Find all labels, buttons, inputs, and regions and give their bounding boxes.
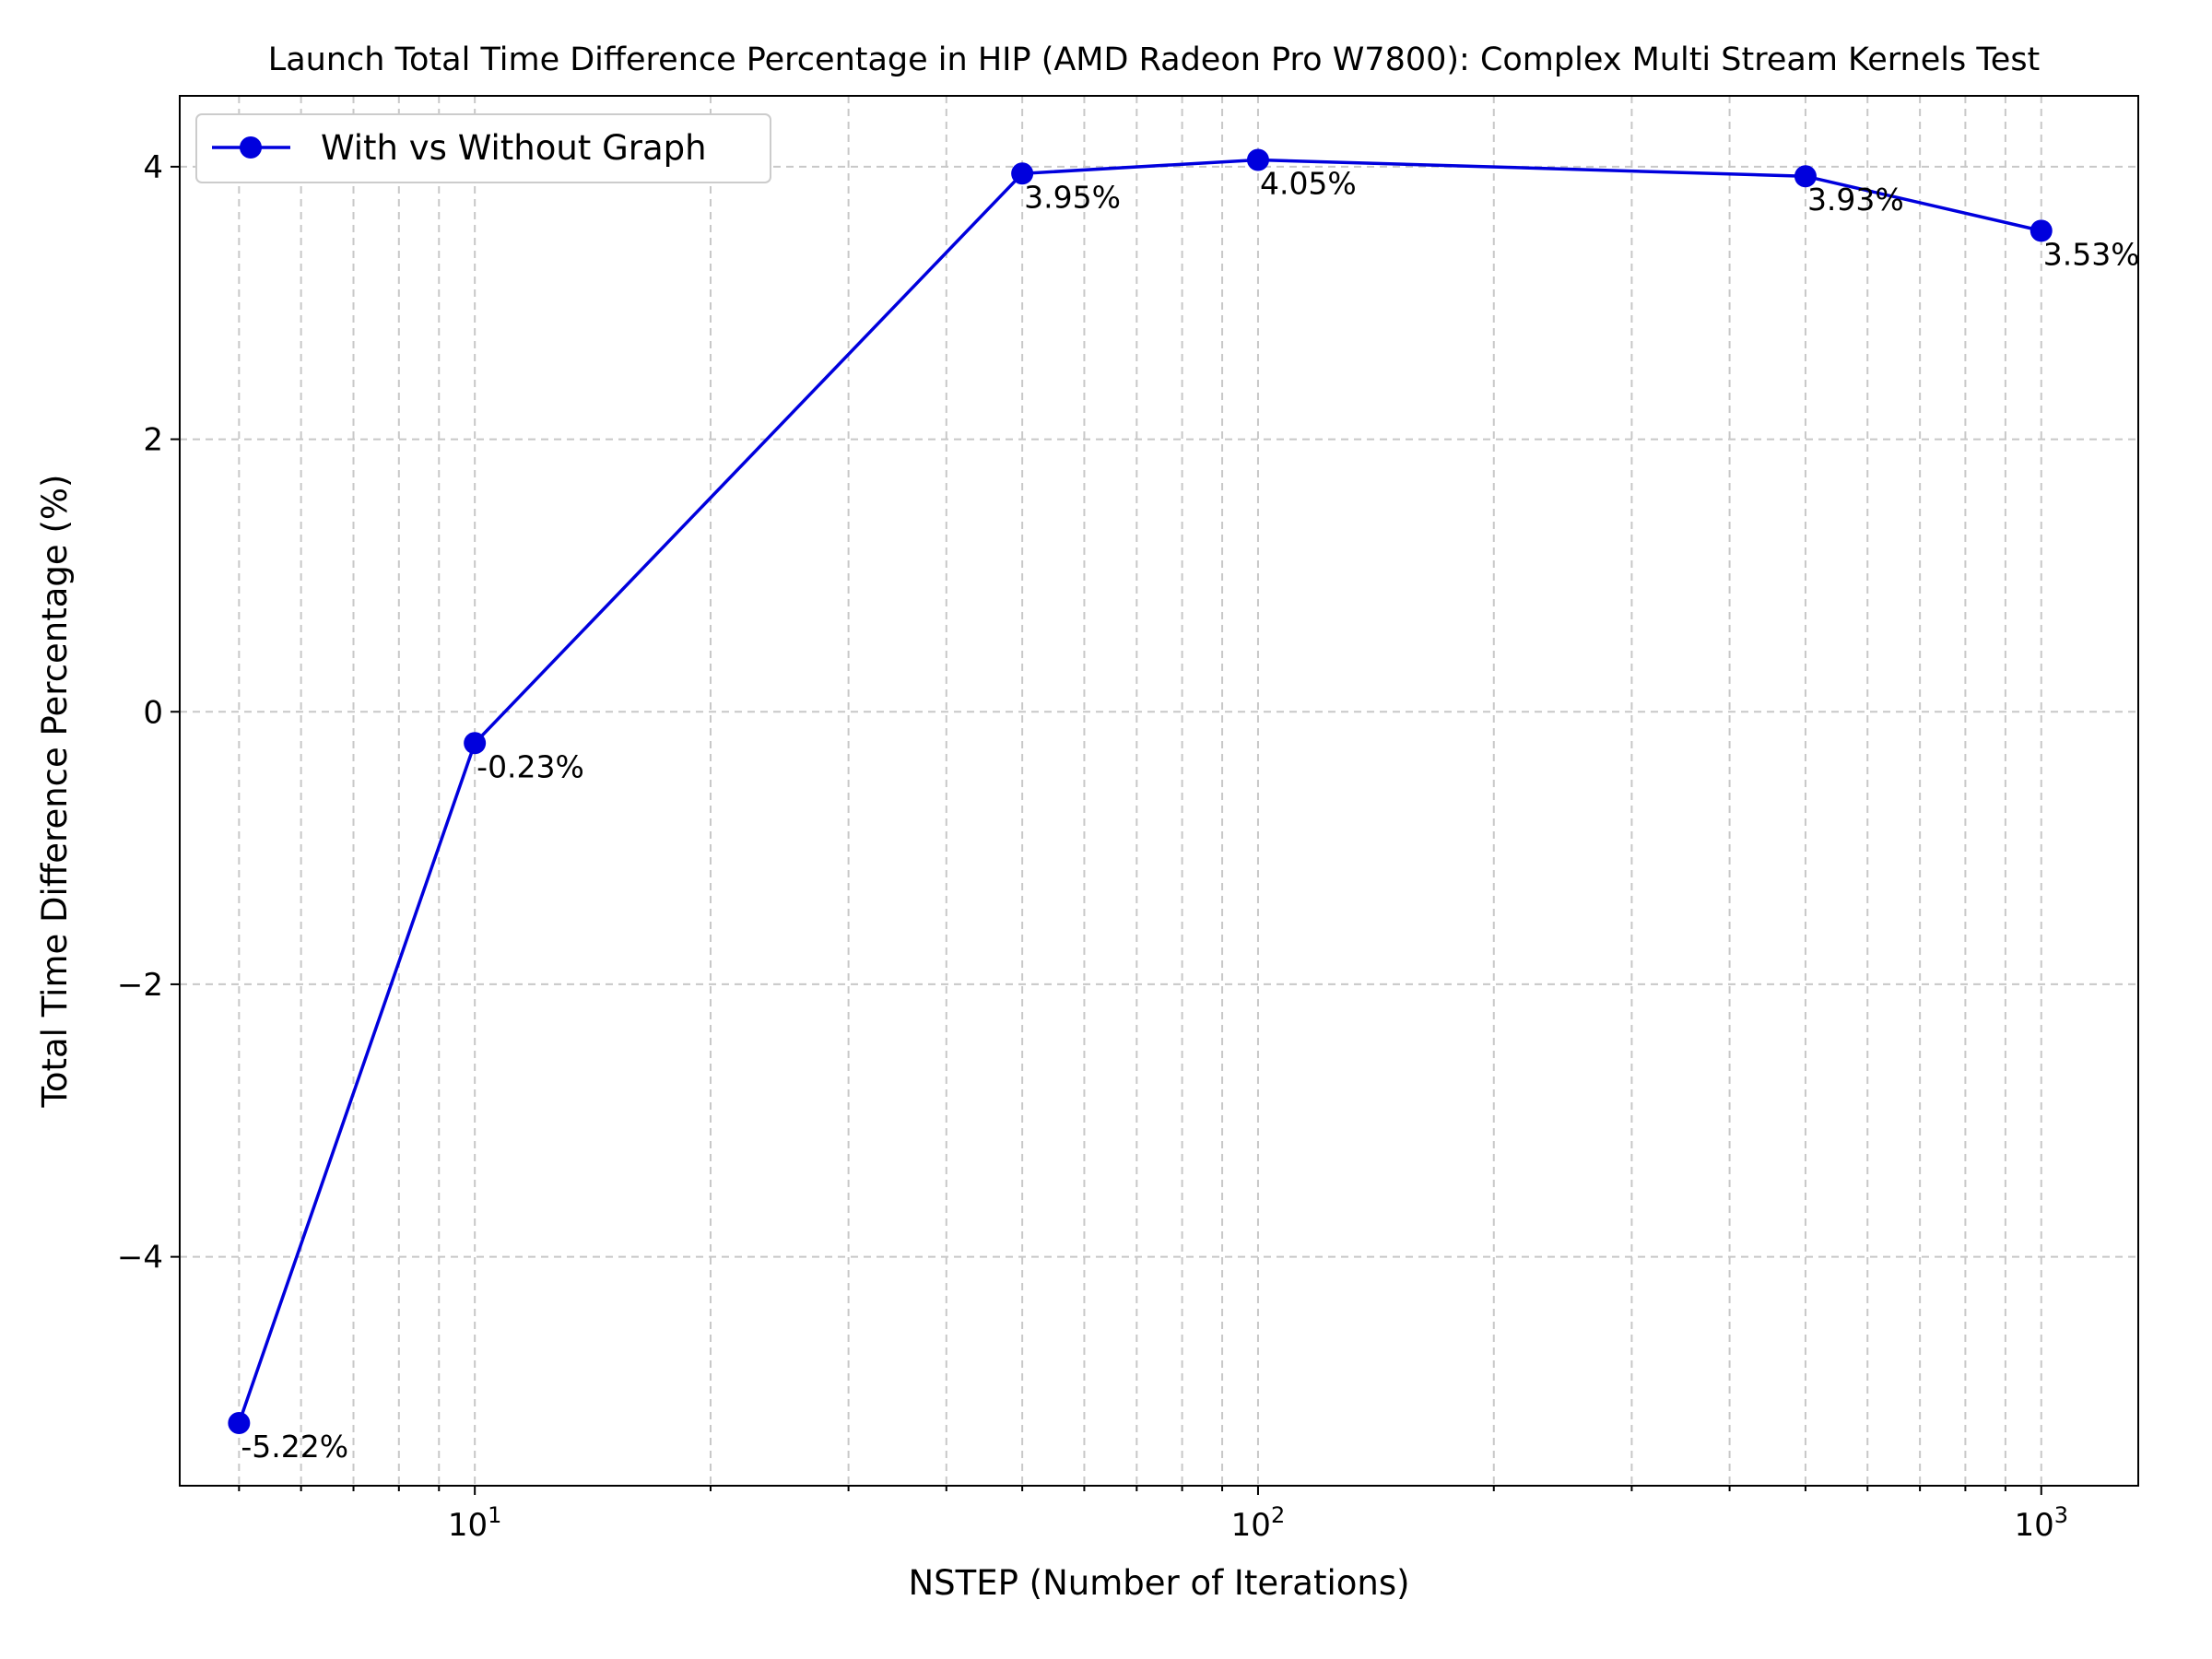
data-label: 3.93%: [1807, 182, 1904, 218]
x-tick-label: 102: [1231, 1502, 1286, 1544]
series-layer: -5.22% -0.23% 3.95% 4.05% 3.93% 3.53%: [228, 148, 2140, 1465]
plot-frame: [179, 95, 2139, 1487]
data-label: -5.22%: [241, 1429, 348, 1465]
data-label: 3.53%: [2043, 236, 2140, 272]
x-axis-title: NSTEP (Number of Iterations): [908, 1563, 1409, 1603]
x-tick-label: 101: [448, 1502, 502, 1544]
data-point: [1794, 165, 1817, 188]
y-axis-title: Total Time Difference Percentage (%): [35, 475, 75, 1109]
legend-label: With vs Without Graph: [321, 128, 707, 168]
data-label: 4.05%: [1260, 165, 1357, 201]
series-line: [237, 158, 2042, 1424]
y-tick-label: 2: [143, 422, 163, 459]
legend: With vs Without Graph: [195, 113, 771, 183]
chart-title: Launch Total Time Difference Percentage …: [268, 41, 2041, 78]
data-point: [464, 732, 487, 755]
y-tick-label: 4: [143, 149, 163, 186]
x-tick-label: 103: [2014, 1502, 2068, 1544]
y-tick-label: 0: [143, 694, 163, 731]
data-point: [2030, 219, 2053, 242]
data-point: [228, 1411, 251, 1434]
legend-marker: [240, 136, 262, 159]
axis-ticks: −4 −2 0 2 4 101 102 103: [117, 149, 2068, 1544]
y-tick-label: −4: [117, 1240, 163, 1277]
data-point: [1011, 162, 1034, 185]
data-label: 3.95%: [1024, 179, 1121, 215]
data-label: -0.23%: [477, 748, 584, 784]
data-point: [1246, 148, 1269, 171]
legend-box: [195, 113, 771, 183]
y-tick-label: −2: [117, 967, 163, 1004]
